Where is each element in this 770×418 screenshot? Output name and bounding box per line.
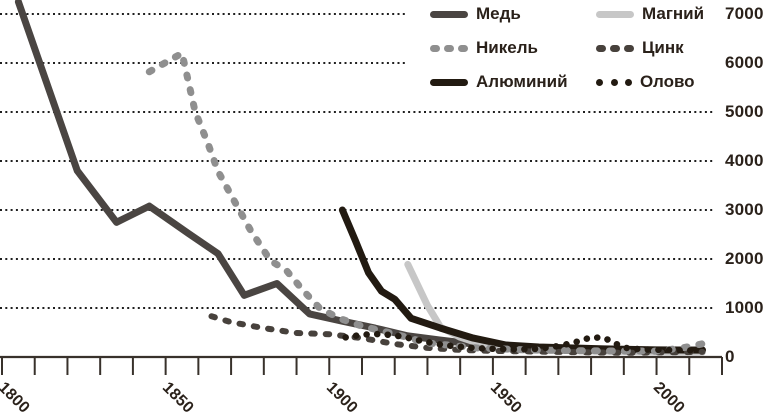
legend-item-aluminium: Алюминий bbox=[430, 73, 568, 91]
legend-item-zinc: Цинк bbox=[596, 39, 684, 57]
legend-label-magnesium: Магний bbox=[642, 4, 705, 23]
y-axis-label-7000: 7000 bbox=[725, 4, 764, 23]
copper-line-swatch bbox=[430, 10, 468, 18]
legend-item-copper: Медь bbox=[430, 5, 521, 23]
legend-label-aluminium: Алюминий bbox=[476, 72, 568, 91]
y-axis-label-3000: 3000 bbox=[725, 200, 764, 219]
y-axis-label-4000: 4000 bbox=[725, 151, 764, 170]
legend-item-magnesium: Магний bbox=[596, 5, 704, 23]
y-axis-label-0: 0 bbox=[725, 347, 735, 366]
legend-label-nickel: Никель bbox=[476, 38, 538, 57]
aluminium-line-swatch bbox=[430, 78, 468, 86]
series-line-tin bbox=[342, 330, 703, 354]
series-line-nickel bbox=[145, 49, 706, 355]
magnesium-line-swatch bbox=[596, 10, 634, 18]
y-axis-label-6000: 6000 bbox=[725, 53, 764, 72]
y-axis-label-2000: 2000 bbox=[725, 249, 764, 268]
legend-item-tin: Олово bbox=[596, 73, 695, 91]
series-line-zinc bbox=[208, 313, 706, 356]
legend-label-copper: Медь bbox=[476, 4, 521, 23]
legend-item-nickel: Никель bbox=[430, 39, 538, 57]
tin-line-swatch bbox=[596, 78, 632, 86]
zinc-line-swatch bbox=[596, 44, 634, 52]
legend-label-zinc: Цинк bbox=[642, 38, 684, 57]
series-line-aluminium bbox=[338, 206, 706, 354]
y-axis-label-1000: 1000 bbox=[725, 298, 764, 317]
nickel-line-swatch bbox=[430, 44, 468, 52]
legend-label-tin: Олово bbox=[640, 72, 695, 91]
y-axis-label-5000: 5000 bbox=[725, 102, 764, 121]
